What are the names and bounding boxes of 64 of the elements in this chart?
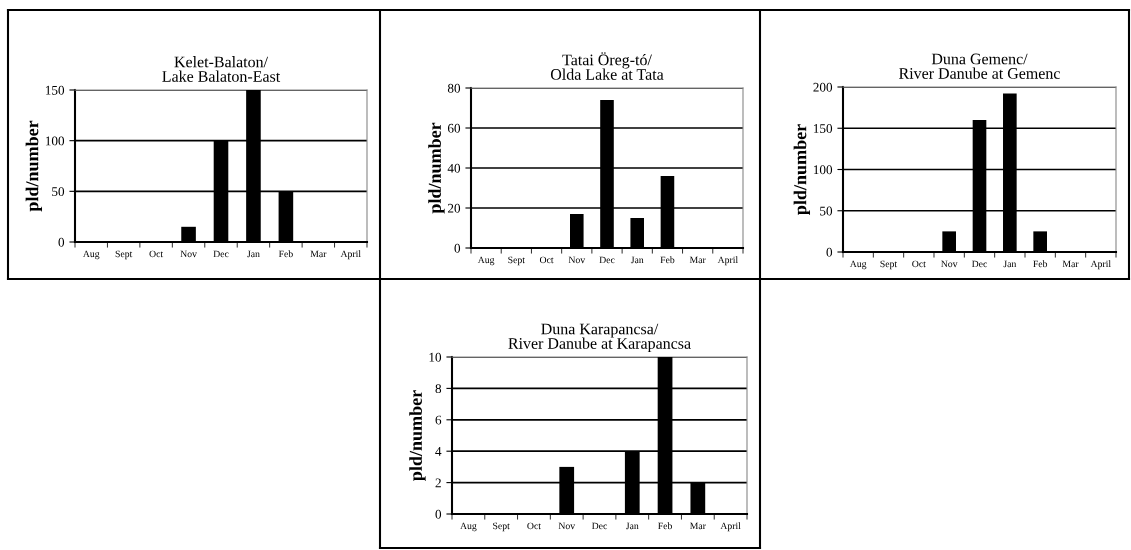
x-tick-label: Feb xyxy=(1033,260,1048,268)
x-tick-label: Jan xyxy=(626,522,639,530)
x-tick-label: Jan xyxy=(1003,260,1017,268)
chart-title: Duna Gemenc/ River Danube at Gemenc xyxy=(899,53,1060,79)
x-tick-label: April xyxy=(720,522,741,532)
y-tick-label: 80 xyxy=(447,83,461,93)
y-tick-label: 60 xyxy=(447,123,461,133)
chart-title: Kelet-Balaton/ Lake Balaton-East xyxy=(162,56,281,82)
x-tick-label: Nov xyxy=(568,256,586,264)
x-tick-label: Sept xyxy=(115,250,133,260)
x-tick-label: Oct xyxy=(149,250,164,258)
y-tick-label: 10 xyxy=(429,352,442,362)
x-tick-label: Sept xyxy=(508,256,525,266)
y-tick-label: 0 xyxy=(454,243,461,253)
x-tick-label: Aug xyxy=(849,260,867,270)
y-tick-label: 0 xyxy=(58,237,65,247)
x-tick-label: Feb xyxy=(278,250,293,258)
y-axis-title: pld/number xyxy=(428,122,445,214)
x-tick-label: Oct xyxy=(912,260,926,268)
x-tick-label: Nov xyxy=(558,522,576,530)
x-tick-label: Jan xyxy=(630,256,644,264)
y-tick-label: 2 xyxy=(435,478,441,488)
x-tick-label: Oct xyxy=(539,256,554,264)
y-tick-label: 0 xyxy=(826,247,833,257)
x-tick-label: Sept xyxy=(880,260,898,270)
y-tick-label: 4 xyxy=(435,447,442,456)
x-tick-label: April xyxy=(1090,260,1111,270)
y-tick-label: 200 xyxy=(813,82,833,92)
x-tick-label: Mar xyxy=(310,250,327,258)
x-tick-label: Sept xyxy=(493,522,510,532)
x-tick-label: Dec xyxy=(213,250,229,258)
x-tick-label: Feb xyxy=(660,256,675,264)
x-tick-label: Oct xyxy=(527,522,541,530)
x-tick-label: Aug xyxy=(460,522,477,532)
x-tick-label: Dec xyxy=(599,256,615,264)
y-tick-label: 100 xyxy=(45,136,65,146)
chart-title: Tatai Öreg-tó/ Olda Lake at Tata xyxy=(550,52,664,80)
x-tick-label: April xyxy=(717,256,738,266)
x-tick-label: Nov xyxy=(180,250,197,258)
y-axis-title: pld/number xyxy=(409,390,426,481)
x-tick-label: Dec xyxy=(971,260,988,268)
y-axis-title: pld/number xyxy=(25,120,43,212)
y-tick-label: 50 xyxy=(52,187,65,197)
y-tick-label: 8 xyxy=(435,384,442,394)
x-tick-label: Mar xyxy=(689,256,706,264)
y-tick-label: 150 xyxy=(45,85,65,95)
y-tick-label: 100 xyxy=(813,165,833,175)
x-tick-label: Mar xyxy=(690,522,706,530)
y-tick-label: 40 xyxy=(447,163,461,173)
y-axis-title: pld/number xyxy=(793,124,811,215)
x-tick-label: Dec xyxy=(591,522,608,530)
y-tick-label: 150 xyxy=(813,124,833,133)
x-tick-label: Aug xyxy=(477,256,495,266)
x-tick-label: Nov xyxy=(941,260,958,268)
x-tick-label: Mar xyxy=(1062,260,1079,268)
x-tick-label: Aug xyxy=(82,250,100,260)
y-tick-label: 20 xyxy=(447,203,461,213)
x-tick-label: April xyxy=(340,250,361,260)
y-tick-label: 0 xyxy=(435,509,442,519)
chart-title: Duna Karapancsa/ River Danube at Karapancsa xyxy=(508,323,691,353)
x-tick-label: Jan xyxy=(247,250,260,258)
x-tick-label: Feb xyxy=(658,522,672,530)
y-tick-label: 6 xyxy=(435,415,442,425)
y-tick-label: 50 xyxy=(820,206,833,216)
